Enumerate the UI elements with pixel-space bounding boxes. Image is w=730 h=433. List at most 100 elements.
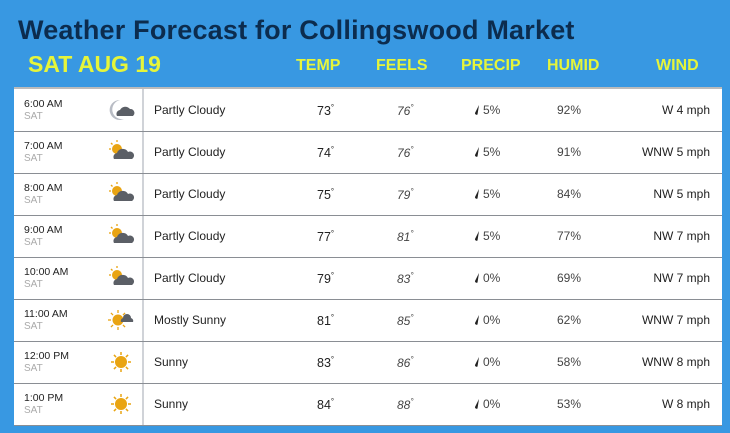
row-temp: 83° bbox=[317, 355, 335, 371]
row-temp: 74° bbox=[317, 145, 335, 161]
partly-cloudy-icon bbox=[106, 265, 136, 291]
row-humid: 84% bbox=[557, 187, 582, 201]
row-time: 10:00 AM bbox=[24, 266, 69, 278]
table-row: 12:00 PM SAT Sunny 83° 86° 0% 58% WNW 8 … bbox=[14, 341, 722, 384]
raindrop-icon bbox=[474, 147, 479, 157]
feels-value: 76 bbox=[397, 104, 411, 118]
row-precip: 0% bbox=[474, 355, 500, 369]
row-humid: 53% bbox=[557, 397, 582, 411]
row-day: SAT bbox=[24, 111, 43, 122]
precip-value: 0% bbox=[483, 313, 501, 327]
row-humid: 58% bbox=[557, 355, 582, 369]
feels-value: 79 bbox=[397, 188, 411, 202]
feels-value: 85 bbox=[397, 314, 411, 328]
temp-value: 77 bbox=[317, 230, 331, 245]
partly-cloudy-icon bbox=[106, 139, 136, 165]
precip-value: 5% bbox=[483, 103, 501, 117]
row-feels: 86° bbox=[397, 355, 414, 370]
row-time: 11:00 AM bbox=[24, 308, 68, 320]
precip-value: 5% bbox=[483, 145, 501, 159]
precip-value: 5% bbox=[483, 229, 501, 243]
row-condition: Mostly Sunny bbox=[154, 313, 227, 327]
feels-value: 76 bbox=[397, 146, 411, 160]
row-feels: 88° bbox=[397, 397, 414, 412]
row-feels: 79° bbox=[397, 187, 414, 202]
row-feels: 83° bbox=[397, 271, 414, 286]
row-precip: 0% bbox=[474, 397, 500, 411]
raindrop-icon bbox=[474, 273, 479, 283]
row-wind: WNW 8 mph bbox=[641, 355, 710, 369]
row-feels: 85° bbox=[397, 313, 414, 328]
header-humid: HUMID bbox=[547, 57, 600, 74]
row-day: SAT bbox=[24, 363, 43, 374]
row-humid: 62% bbox=[557, 313, 582, 327]
row-time: 8:00 AM bbox=[24, 182, 63, 194]
row-day: SAT bbox=[24, 195, 43, 206]
row-precip: 5% bbox=[474, 103, 500, 117]
row-humid: 69% bbox=[557, 271, 582, 285]
temp-value: 83 bbox=[317, 356, 331, 371]
feels-value: 83 bbox=[397, 272, 411, 286]
row-precip: 5% bbox=[474, 187, 500, 201]
temp-value: 73 bbox=[317, 104, 331, 119]
feels-value: 88 bbox=[397, 398, 411, 412]
temp-value: 74 bbox=[317, 146, 331, 161]
row-day: SAT bbox=[24, 321, 43, 332]
night-partly-cloudy-icon bbox=[106, 97, 136, 123]
row-time: 7:00 AM bbox=[24, 140, 63, 152]
temp-value: 84 bbox=[317, 398, 331, 413]
table-row: 11:00 AM SAT Mostly Sunny 81° 85° 0% 62%… bbox=[14, 299, 722, 342]
row-feels: 81° bbox=[397, 229, 414, 244]
row-temp: 75° bbox=[317, 187, 335, 203]
raindrop-icon bbox=[474, 357, 479, 367]
row-day: SAT bbox=[24, 279, 43, 290]
header-feels: FEELS bbox=[376, 57, 428, 74]
row-condition: Partly Cloudy bbox=[154, 145, 226, 159]
feels-value: 86 bbox=[397, 356, 411, 370]
row-temp: 73° bbox=[317, 103, 335, 119]
row-time: 9:00 AM bbox=[24, 224, 63, 236]
row-condition: Partly Cloudy bbox=[154, 103, 226, 117]
row-day: SAT bbox=[24, 405, 43, 416]
table-row: 7:00 AM SAT Partly Cloudy 74° 76° 5% 91%… bbox=[14, 131, 722, 174]
raindrop-icon bbox=[474, 399, 479, 409]
row-temp: 79° bbox=[317, 271, 335, 287]
row-wind: NW 5 mph bbox=[653, 187, 710, 201]
row-humid: 91% bbox=[557, 145, 582, 159]
row-condition: Partly Cloudy bbox=[154, 187, 226, 201]
header-temp: TEMP bbox=[296, 57, 341, 74]
row-humid: 92% bbox=[557, 103, 582, 117]
row-condition: Partly Cloudy bbox=[154, 271, 226, 285]
page-title: Weather Forecast for Collingswood Market bbox=[18, 15, 575, 45]
row-precip: 5% bbox=[474, 229, 500, 243]
row-day: SAT bbox=[24, 237, 43, 248]
precip-value: 0% bbox=[483, 355, 501, 369]
temp-value: 79 bbox=[317, 272, 331, 287]
row-feels: 76° bbox=[397, 103, 414, 118]
row-wind: W 4 mph bbox=[661, 103, 710, 117]
temp-value: 75 bbox=[317, 188, 331, 203]
row-feels: 76° bbox=[397, 145, 414, 160]
row-wind: WNW 5 mph bbox=[641, 145, 710, 159]
precip-value: 0% bbox=[483, 271, 501, 285]
row-humid: 77% bbox=[557, 229, 582, 243]
row-precip: 0% bbox=[474, 313, 500, 327]
table-row: 6:00 AM SAT Partly Cloudy 73° 76° 5% 92%… bbox=[14, 89, 722, 132]
precip-value: 0% bbox=[483, 397, 501, 411]
row-day: SAT bbox=[24, 153, 43, 164]
precip-value: 5% bbox=[483, 187, 501, 201]
row-condition: Sunny bbox=[154, 355, 189, 369]
partly-cloudy-icon bbox=[106, 223, 136, 249]
row-temp: 84° bbox=[317, 397, 335, 413]
row-precip: 0% bbox=[474, 271, 500, 285]
table-row: 1:00 PM SAT Sunny 84° 88° 0% 53% W 8 mph bbox=[14, 383, 722, 426]
row-wind: WNW 7 mph bbox=[641, 313, 710, 327]
row-time: 6:00 AM bbox=[24, 98, 63, 110]
raindrop-icon bbox=[474, 315, 479, 325]
row-precip: 5% bbox=[474, 145, 500, 159]
row-condition: Partly Cloudy bbox=[154, 229, 226, 243]
row-time: 12:00 PM bbox=[24, 350, 69, 362]
row-condition: Sunny bbox=[154, 397, 189, 411]
row-wind: NW 7 mph bbox=[653, 271, 710, 285]
feels-value: 81 bbox=[397, 230, 411, 244]
